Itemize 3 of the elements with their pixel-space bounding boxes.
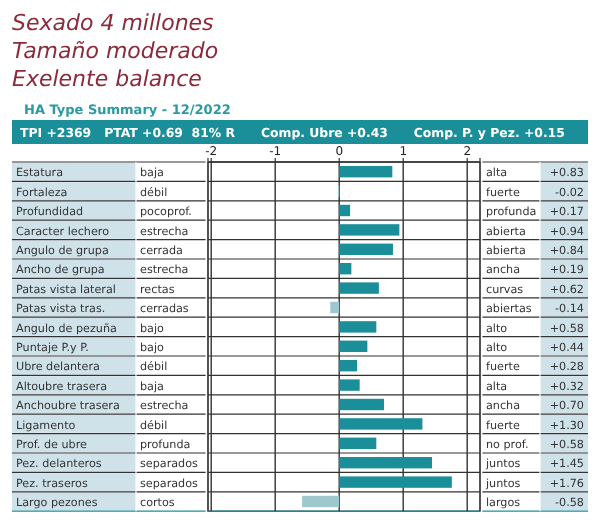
text: Tamaño moderado — [12, 38, 219, 64]
text: Exelente balance — [12, 66, 203, 92]
text: Sexado 4 millones — [12, 10, 215, 36]
